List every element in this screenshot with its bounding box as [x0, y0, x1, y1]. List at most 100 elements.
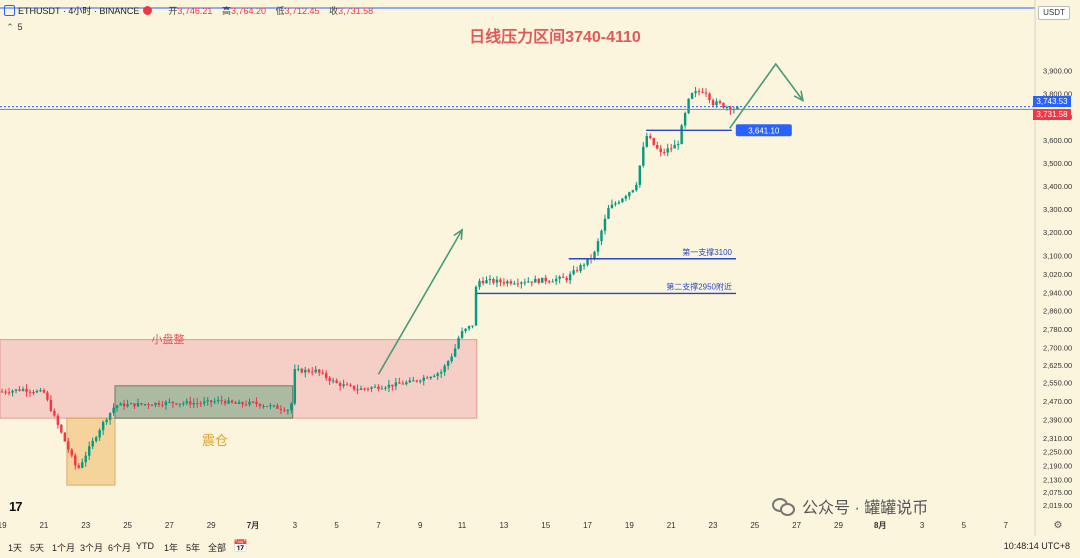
candle-body: [286, 410, 290, 412]
candle-body: [234, 402, 237, 405]
candle-body: [673, 144, 676, 149]
tradingview-logo-icon[interactable]: 17: [9, 499, 23, 514]
candle-body: [42, 390, 46, 393]
candle-body: [401, 383, 405, 385]
watermark-text: 公众号 · 罐罐说币: [802, 500, 929, 517]
chart-title: 日线压力区间3740-4110: [469, 27, 641, 46]
support-label-1: 第二支撑2950附近: [666, 281, 732, 291]
x-tick-label: 29: [207, 521, 216, 530]
candle-body: [28, 391, 32, 393]
candle-body: [192, 403, 195, 405]
range-button-3[interactable]: 3个月: [80, 543, 104, 553]
candle-body: [359, 388, 363, 390]
candle-body: [495, 279, 499, 283]
y-tick-label: 2,700.00: [1043, 344, 1072, 353]
calendar-icon[interactable]: 📅: [233, 539, 248, 553]
candle-body: [262, 406, 265, 408]
candle-body: [645, 136, 649, 147]
candle-body: [115, 405, 119, 408]
candle-body: [561, 276, 565, 278]
candle-body: [216, 400, 220, 402]
candle-body: [91, 440, 94, 447]
candle-body: [582, 264, 586, 266]
candle-body: [568, 274, 572, 281]
candle-body: [467, 325, 471, 329]
candle-body: [394, 382, 398, 387]
y-tick-label: 2,190.00: [1043, 461, 1072, 470]
indicator-count: 5: [17, 22, 23, 32]
candle-body: [255, 401, 258, 405]
candle-body: [4, 391, 7, 393]
candle-body: [603, 218, 607, 231]
candle-body: [53, 410, 56, 416]
clock-readout[interactable]: 10:48:14 UTC+8: [1003, 541, 1070, 551]
range-button-2[interactable]: 1个月: [52, 543, 76, 553]
y-tick-label: 3,600.00: [1043, 136, 1072, 145]
x-tick-label: 5: [334, 521, 339, 530]
candle-body: [307, 369, 310, 372]
candle-body: [60, 424, 63, 433]
y-tick-label: 2,075.00: [1043, 488, 1072, 497]
currency-selector[interactable]: USDT: [1038, 6, 1070, 20]
y-tick-label: 2,390.00: [1043, 415, 1072, 424]
y-tick-label: 3,800.00: [1043, 90, 1072, 99]
candle-body: [220, 400, 223, 402]
candle-body: [112, 407, 115, 413]
x-tick-label: 23: [709, 521, 718, 530]
candle-body: [554, 278, 558, 282]
candle-body: [370, 387, 373, 389]
zones-layer: [0, 339, 478, 486]
candle-body: [21, 389, 25, 391]
support-badge-label: 3,641.10: [748, 126, 780, 135]
zone-label-consolidation: 小盘整: [152, 332, 185, 346]
candle-body: [175, 403, 178, 405]
candle-body: [701, 91, 704, 93]
watermark: 公众号 · 罐罐说币: [772, 494, 928, 518]
range-button-8[interactable]: 全部: [208, 543, 227, 553]
support-label-0: 第一支撑3100: [682, 247, 732, 257]
symbol-logo-icon[interactable]: [4, 5, 15, 16]
y-tick-label: 2,860.00: [1043, 307, 1072, 316]
candle-body: [46, 392, 49, 400]
candle-body: [506, 281, 509, 284]
candle-body: [244, 404, 248, 406]
candle-body: [345, 384, 349, 386]
candle-body: [676, 144, 680, 146]
candle-body: [101, 421, 105, 431]
range-button-1[interactable]: 5天: [30, 543, 45, 553]
range-button-5[interactable]: YTD: [136, 541, 154, 551]
candle-body: [363, 388, 366, 390]
lines-layer: [0, 7, 1035, 295]
candle-body: [387, 384, 391, 388]
range-button-6[interactable]: 1年: [164, 543, 179, 553]
range-button-7[interactable]: 5年: [186, 543, 201, 553]
candle-body: [161, 404, 164, 406]
open-label: 开: [168, 5, 178, 16]
range-button-4[interactable]: 6个月: [108, 543, 132, 553]
candle-body: [290, 403, 293, 411]
chart-header: ETHUSDT · 4小时 · BINANCE 开3,746.21 高3,764…: [0, 0, 1035, 20]
candle-body: [136, 403, 140, 407]
candle-body: [422, 377, 425, 381]
candle-body: [206, 400, 209, 402]
y-tick-label: 2,130.00: [1043, 475, 1072, 484]
indicator-toggle[interactable]: ⌃ 5: [5, 22, 23, 33]
candle-body: [140, 403, 143, 405]
candle-body: [600, 230, 603, 242]
candle-body: [547, 281, 551, 283]
range-button-0[interactable]: 1天: [8, 543, 23, 553]
chevron-up-icon[interactable]: ⌃: [6, 22, 14, 32]
x-tick-label: 3: [920, 521, 925, 530]
candle-body: [63, 432, 67, 442]
candle-body: [164, 401, 168, 406]
y-tick-label: 3,300.00: [1043, 205, 1072, 214]
symbol-title[interactable]: ETHUSDT · 4小时 · BINANCE: [18, 5, 140, 16]
candle-body: [534, 278, 537, 283]
candle-body: [725, 106, 729, 108]
candle-body: [143, 404, 147, 406]
candle-body: [572, 270, 575, 275]
annotations-layer: 第一支撑3100 第二支撑2950附近 3,641.10 日线压力区间3740-411…: [152, 27, 805, 448]
candle-body: [537, 278, 540, 283]
